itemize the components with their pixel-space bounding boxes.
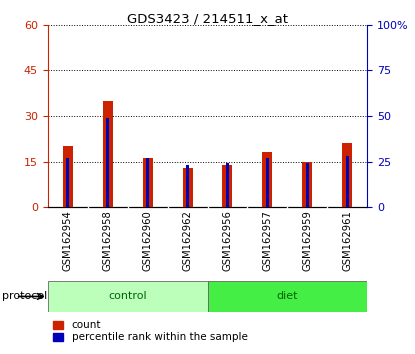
Text: protocol: protocol [2, 291, 47, 302]
Text: GSM162958: GSM162958 [103, 210, 112, 271]
Text: GSM162956: GSM162956 [222, 210, 232, 271]
Bar [342, 143, 352, 207]
Bar [346, 156, 349, 207]
Text: diet: diet [277, 291, 298, 302]
Legend: count, percentile rank within the sample: count, percentile rank within the sample [53, 320, 248, 342]
Bar [66, 158, 69, 207]
Bar [262, 153, 272, 207]
Bar [183, 167, 193, 207]
Bar [106, 118, 109, 207]
Bar [186, 165, 189, 207]
Bar [63, 146, 73, 207]
Bar [208, 281, 367, 312]
Bar [222, 165, 232, 207]
Bar [226, 163, 229, 207]
Bar [48, 281, 208, 312]
Text: GDS3423 / 214511_x_at: GDS3423 / 214511_x_at [127, 12, 288, 25]
Text: control: control [108, 291, 147, 302]
Text: GSM162962: GSM162962 [183, 210, 193, 271]
Bar [266, 158, 269, 207]
Text: GSM162960: GSM162960 [143, 210, 153, 271]
Bar [306, 163, 309, 207]
Bar [143, 159, 153, 207]
Bar [303, 161, 312, 207]
Text: GSM162959: GSM162959 [303, 210, 312, 271]
Bar [103, 101, 112, 207]
Text: GSM162954: GSM162954 [63, 210, 73, 271]
Bar [146, 158, 149, 207]
Text: GSM162961: GSM162961 [342, 210, 352, 271]
Text: GSM162957: GSM162957 [262, 210, 272, 271]
